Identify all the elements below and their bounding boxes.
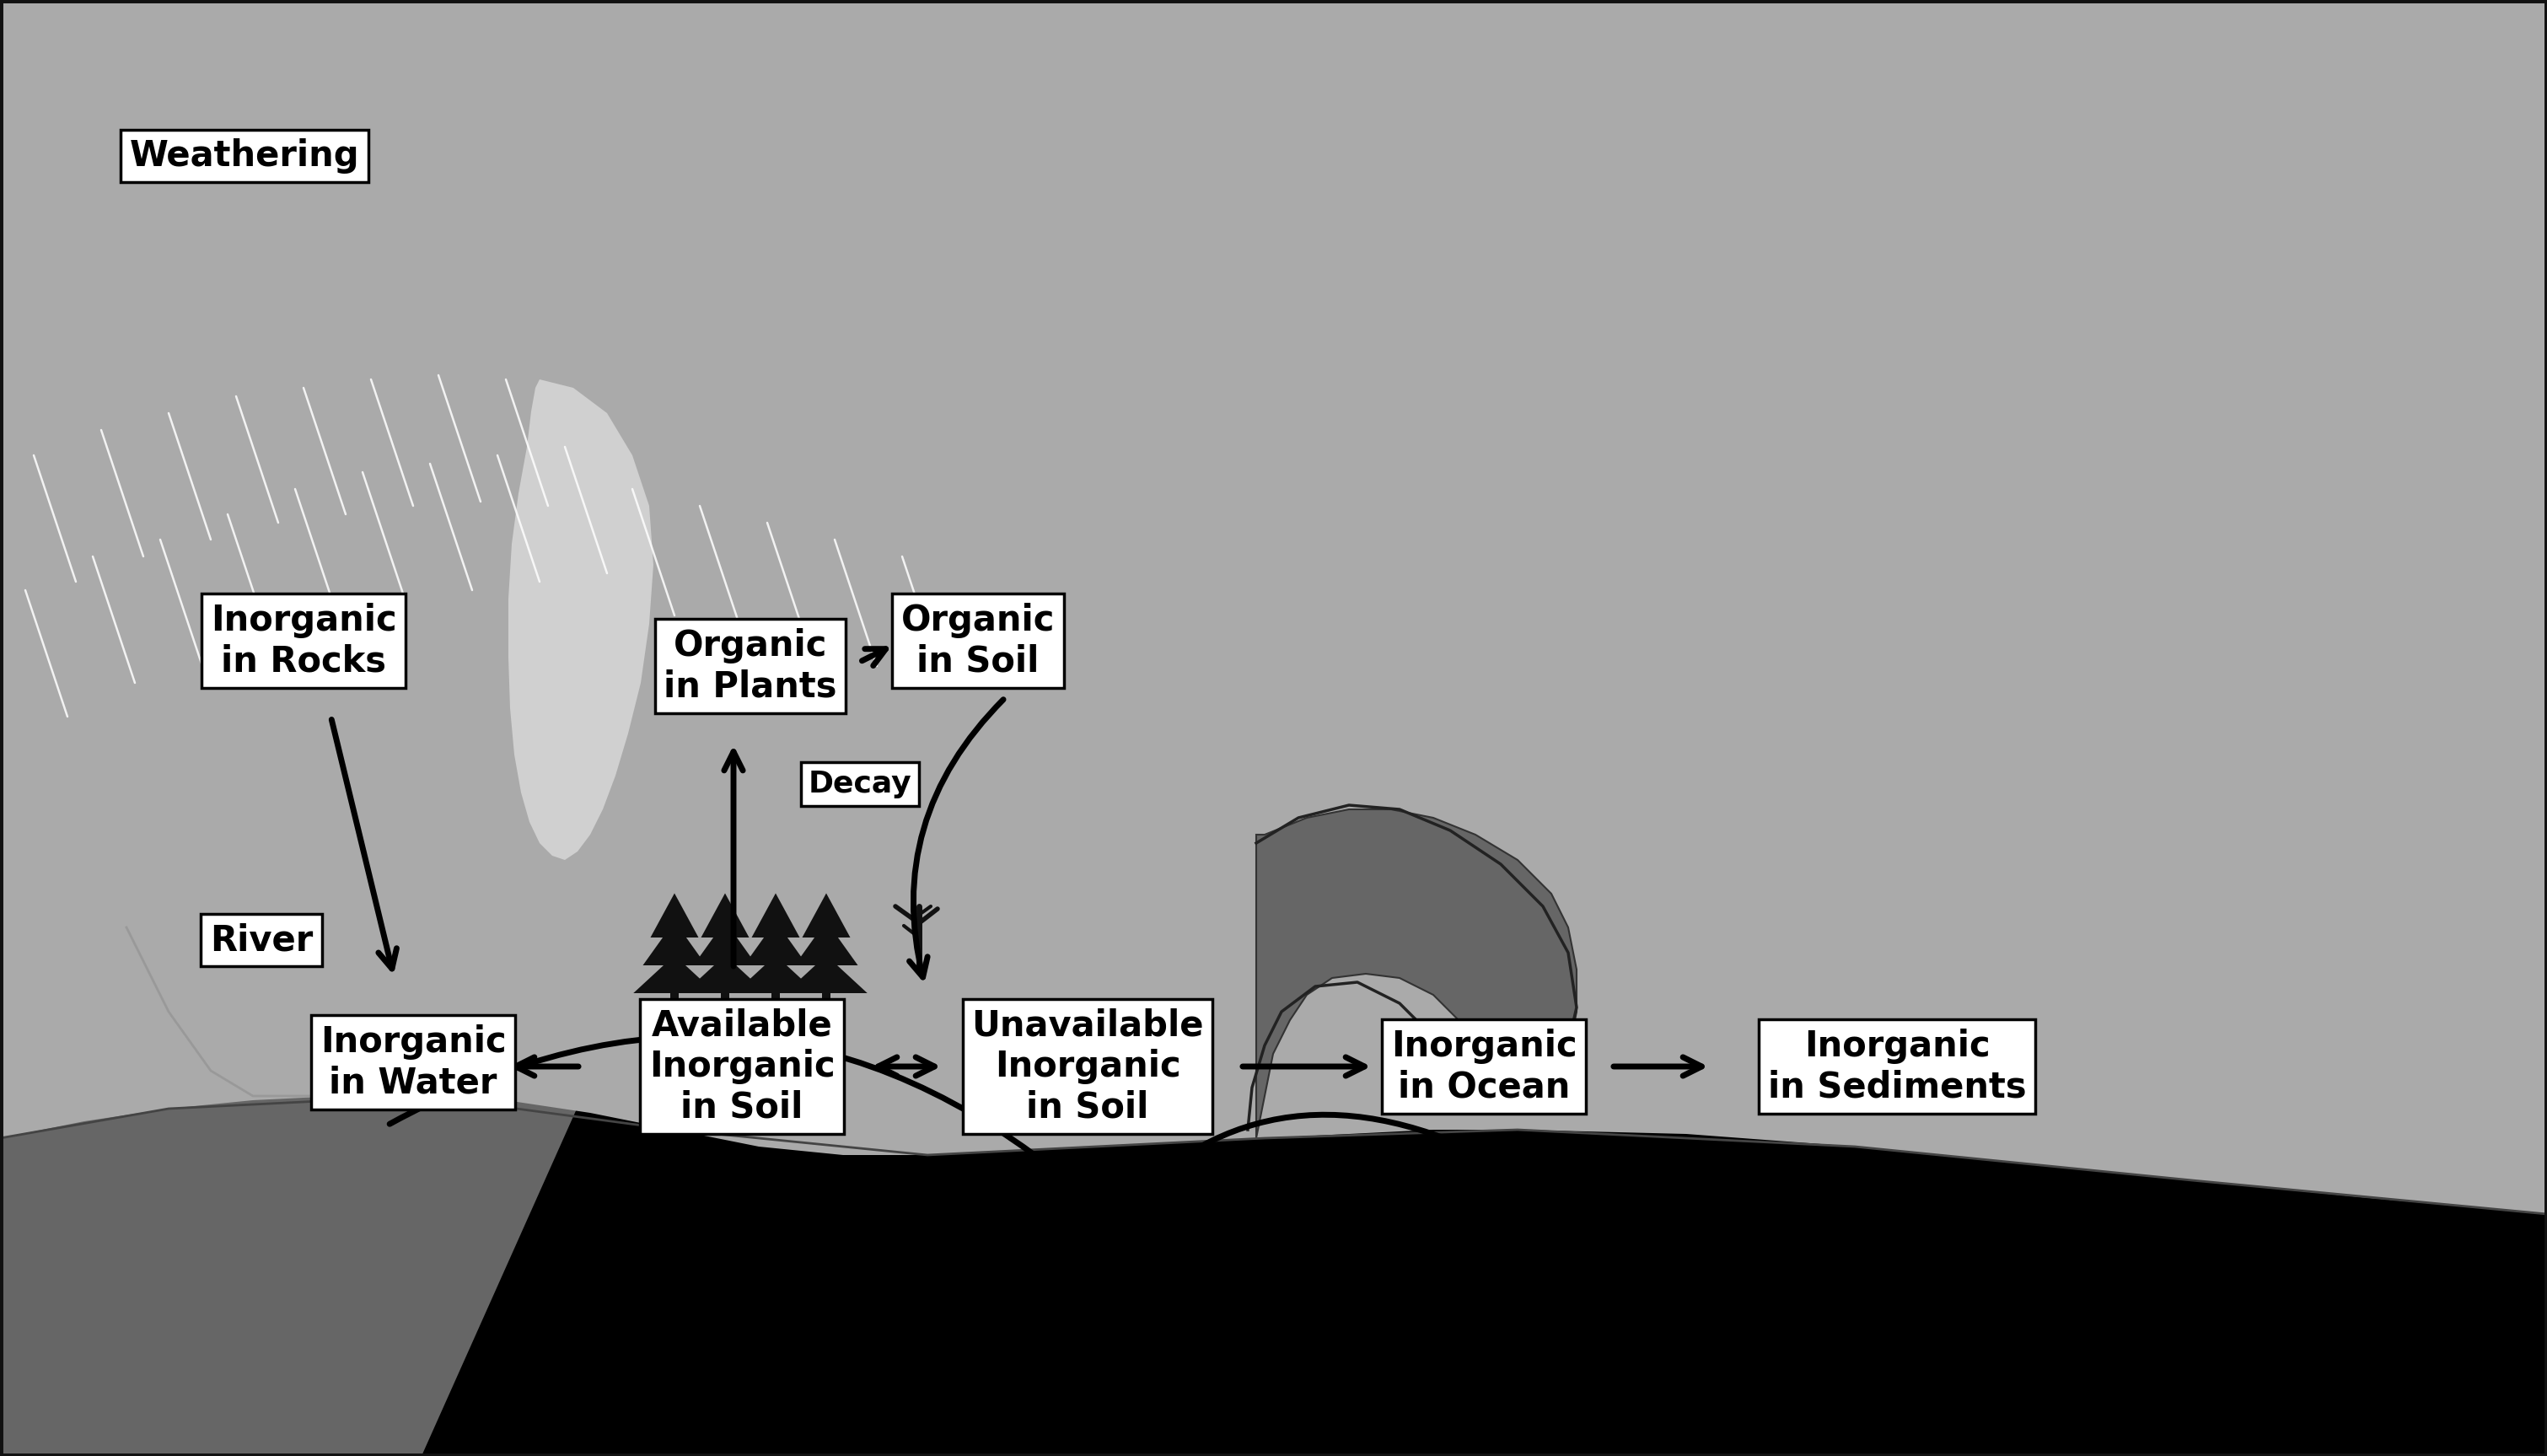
Polygon shape xyxy=(795,922,858,965)
Text: Unavailable
Inorganic
in Soil: Unavailable Inorganic in Soil xyxy=(970,1008,1205,1125)
Text: Inorganic
in Water: Inorganic in Water xyxy=(321,1024,507,1101)
Text: Inorganic
in Ocean: Inorganic in Ocean xyxy=(1391,1028,1577,1105)
Polygon shape xyxy=(0,0,1350,505)
Polygon shape xyxy=(1256,810,1577,1139)
Polygon shape xyxy=(823,993,830,1016)
FancyArrowPatch shape xyxy=(861,649,886,665)
Polygon shape xyxy=(744,922,807,965)
Polygon shape xyxy=(802,893,851,938)
Text: River: River xyxy=(209,922,313,958)
FancyArrowPatch shape xyxy=(390,1037,1075,1185)
FancyArrowPatch shape xyxy=(331,719,397,968)
Polygon shape xyxy=(649,893,698,938)
Text: Available
Inorganic
in Soil: Available Inorganic in Soil xyxy=(649,1008,835,1125)
Polygon shape xyxy=(700,893,749,938)
Polygon shape xyxy=(0,0,2547,994)
FancyArrowPatch shape xyxy=(1243,1057,1365,1076)
FancyArrowPatch shape xyxy=(1100,1115,1472,1233)
Polygon shape xyxy=(509,380,655,860)
FancyArrowPatch shape xyxy=(723,751,744,967)
Polygon shape xyxy=(772,993,779,1016)
Text: Inorganic
in Sediments: Inorganic in Sediments xyxy=(1768,1028,2027,1105)
Polygon shape xyxy=(670,993,680,1016)
FancyArrowPatch shape xyxy=(909,699,1004,977)
Polygon shape xyxy=(0,0,2547,1214)
Polygon shape xyxy=(927,0,2547,1054)
Polygon shape xyxy=(634,955,716,993)
Text: Organic
in Soil: Organic in Soil xyxy=(902,603,1054,678)
Polygon shape xyxy=(0,0,726,1456)
FancyArrowPatch shape xyxy=(1615,1057,1701,1076)
FancyArrowPatch shape xyxy=(879,1057,935,1076)
Polygon shape xyxy=(751,893,800,938)
Text: Decay: Decay xyxy=(807,770,912,798)
Text: Organic
in Plants: Organic in Plants xyxy=(665,628,838,705)
Polygon shape xyxy=(734,955,818,993)
Polygon shape xyxy=(721,993,728,1016)
Text: Inorganic
in Rocks: Inorganic in Rocks xyxy=(211,603,397,678)
Polygon shape xyxy=(469,358,726,1003)
Polygon shape xyxy=(693,922,756,965)
FancyArrowPatch shape xyxy=(514,1057,578,1076)
Polygon shape xyxy=(784,955,869,993)
Polygon shape xyxy=(685,955,767,993)
Text: Weathering: Weathering xyxy=(130,138,359,173)
Polygon shape xyxy=(642,922,706,965)
